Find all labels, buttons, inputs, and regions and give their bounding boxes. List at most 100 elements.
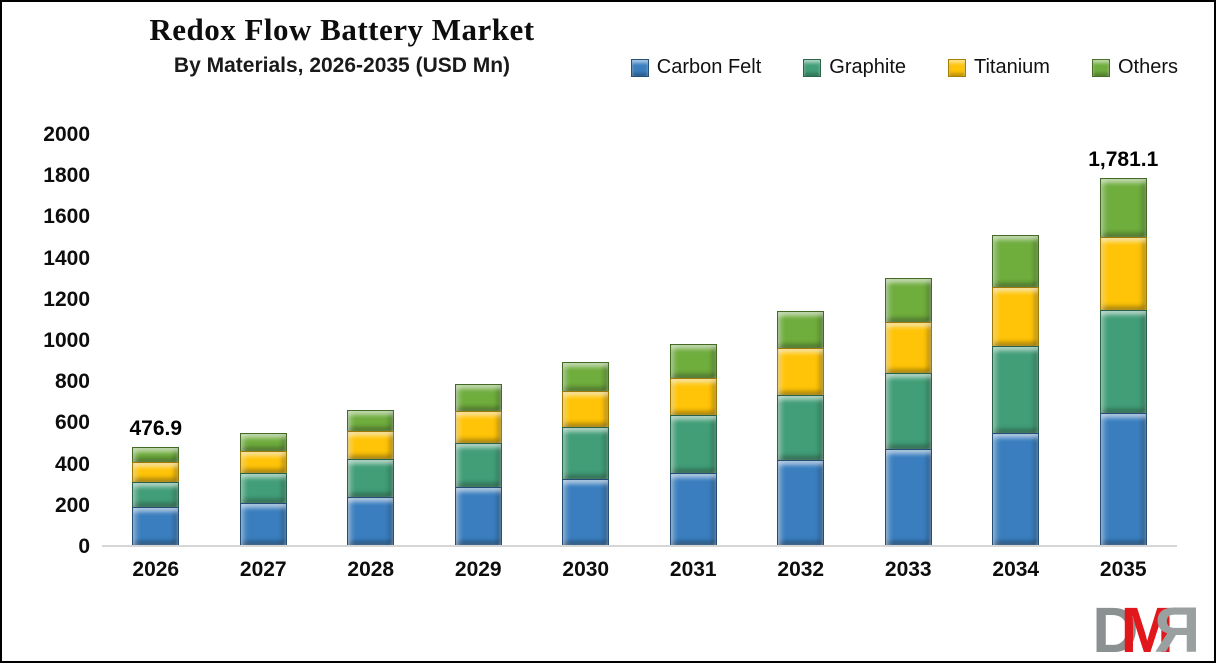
y-axis-tick-label: 200 [54,493,90,517]
stacked-bar-2030 [562,361,610,545]
y-axis-tick-label: 1400 [43,246,90,270]
x-axis: 2026 2027 2028 2029 2030 2031 2032 2033 2034 2035 [102,558,1177,582]
bar-segment-carbon-felt [562,479,610,545]
bar-segment-carbon-felt [239,502,287,545]
bar-segment-graphite [992,346,1040,433]
x-axis-label-2027: 2027 [239,558,287,581]
bar-segment-titanium [132,461,180,482]
legend-swatch-others [1091,58,1110,77]
bar-slot-2031 [640,135,748,545]
bar-segment-carbon-felt [884,449,932,545]
bar-segment-graphite [1099,309,1147,413]
bar-segment-graphite [669,415,717,473]
stacked-bar-2027 [239,432,287,545]
dmr-logo-letter-r: R [1155,594,1200,663]
bar-segment-others [239,432,287,452]
bar-segment-carbon-felt [454,486,502,545]
bar-segment-carbon-felt [1099,412,1147,545]
bar-segment-carbon-felt [992,432,1040,545]
bar-segment-titanium [1099,237,1147,310]
x-axis-label-2030: 2030 [562,558,610,581]
bar-segment-titanium [454,410,502,443]
bar-slot-2033 [855,135,963,545]
legend-label: Others [1117,56,1178,78]
y-axis-tick-label: 1000 [43,329,90,352]
bar-segment-graphite [777,395,825,460]
bar-segment-others [347,409,395,432]
stacked-bar-2026 [132,446,180,545]
bar-segment-graphite [239,473,287,503]
bar-segment-others [454,384,502,411]
bar-slot-2034 [962,135,1070,545]
bar-segment-carbon-felt [777,459,825,545]
bar-segment-carbon-felt [669,472,717,545]
bar-total-label-2035: 1,781.1 [1088,148,1159,172]
x-axis-label-2034: 2034 [992,558,1040,581]
bar-slot-2030 [532,135,640,545]
bar-segment-titanium [777,348,825,396]
stacked-bar-2031 [669,344,717,545]
y-axis-tick-label: 2000 [43,123,90,146]
bar-segment-others [562,361,610,392]
bar-segment-others [992,235,1040,287]
bar-segment-others [1099,178,1147,238]
bar-slot-2035: 1,781.1 [1070,135,1178,545]
bar-segment-titanium [562,391,610,428]
bar-segment-titanium [347,431,395,460]
legend-swatch-titanium [948,58,967,77]
dmr-logo-letter-m: M [1120,594,1173,663]
bar-segment-graphite [454,442,502,487]
bar-total-label-2026: 476.9 [129,416,183,440]
legend-item-carbon-felt: Carbon Felt [630,56,762,79]
bar-slot-2026: 476.9 [102,135,210,545]
bar-segment-titanium [884,322,932,374]
stacked-bar-2028 [347,409,395,545]
bar-segment-graphite [562,427,610,480]
bar-slot-2032 [747,135,855,545]
chart-title: Redox Flow Battery Market [149,12,535,47]
y-axis-tick-label: 1200 [43,287,90,311]
y-axis-tick-label: 800 [54,370,90,394]
legend-label: Carbon Felt [656,56,762,78]
y-axis: 0 200 400 600 800 1000 1200 1400 1600 1800 2000 [12,123,90,558]
dmr-logo-letter-d: D [1092,594,1138,663]
bar-segment-others [669,344,717,378]
y-axis-tick-label: 400 [54,452,90,476]
bar-slot-2027 [210,135,318,545]
stacked-bar-2029 [454,384,502,545]
stacked-bar-2032 [777,311,825,545]
bar-slot-2028 [317,135,425,545]
y-axis-tick-label: 0 [78,535,90,558]
x-axis-label-2028: 2028 [347,558,395,581]
chart-header: Redox Flow Battery Market By Materials, … [42,12,642,78]
x-axis-label-2026: 2026 [132,558,180,581]
bar-segment-carbon-felt [132,506,180,545]
bar-segment-titanium [239,451,287,474]
chart-subtitle: By Materials, 2026-2035 (USD Mn) [173,54,511,77]
bar-segment-graphite [884,373,932,450]
bar-segment-others [132,446,180,462]
x-axis-label-2031: 2031 [669,558,717,581]
x-axis-label-2035: 2035 [1099,558,1147,581]
bar-segment-graphite [132,481,180,507]
y-axis-tick-label: 1600 [43,205,90,229]
bar-segment-titanium [669,377,717,416]
legend-swatch-carbon-felt [630,58,649,77]
stacked-bar-2033 [884,278,932,545]
legend-label: Graphite [829,56,907,78]
legend-item-graphite: Graphite [803,56,906,79]
x-axis-label-2033: 2033 [884,558,932,581]
bar-segment-graphite [347,459,395,498]
plot-area: 476.9 1,781.1 [102,135,1177,547]
bar-segment-others [884,278,932,323]
dmr-logo: DMR [1092,594,1200,663]
y-axis-tick-label: 600 [54,411,90,435]
legend: Carbon Felt Graphite Titanium Others [630,56,1178,79]
y-axis-tick-label: 1800 [43,164,90,188]
x-axis-label-2029: 2029 [454,558,502,581]
bar-segment-others [777,311,825,349]
legend-label: Titanium [974,56,1050,78]
bar-slot-2029 [425,135,533,545]
x-axis-label-2032: 2032 [777,558,825,581]
